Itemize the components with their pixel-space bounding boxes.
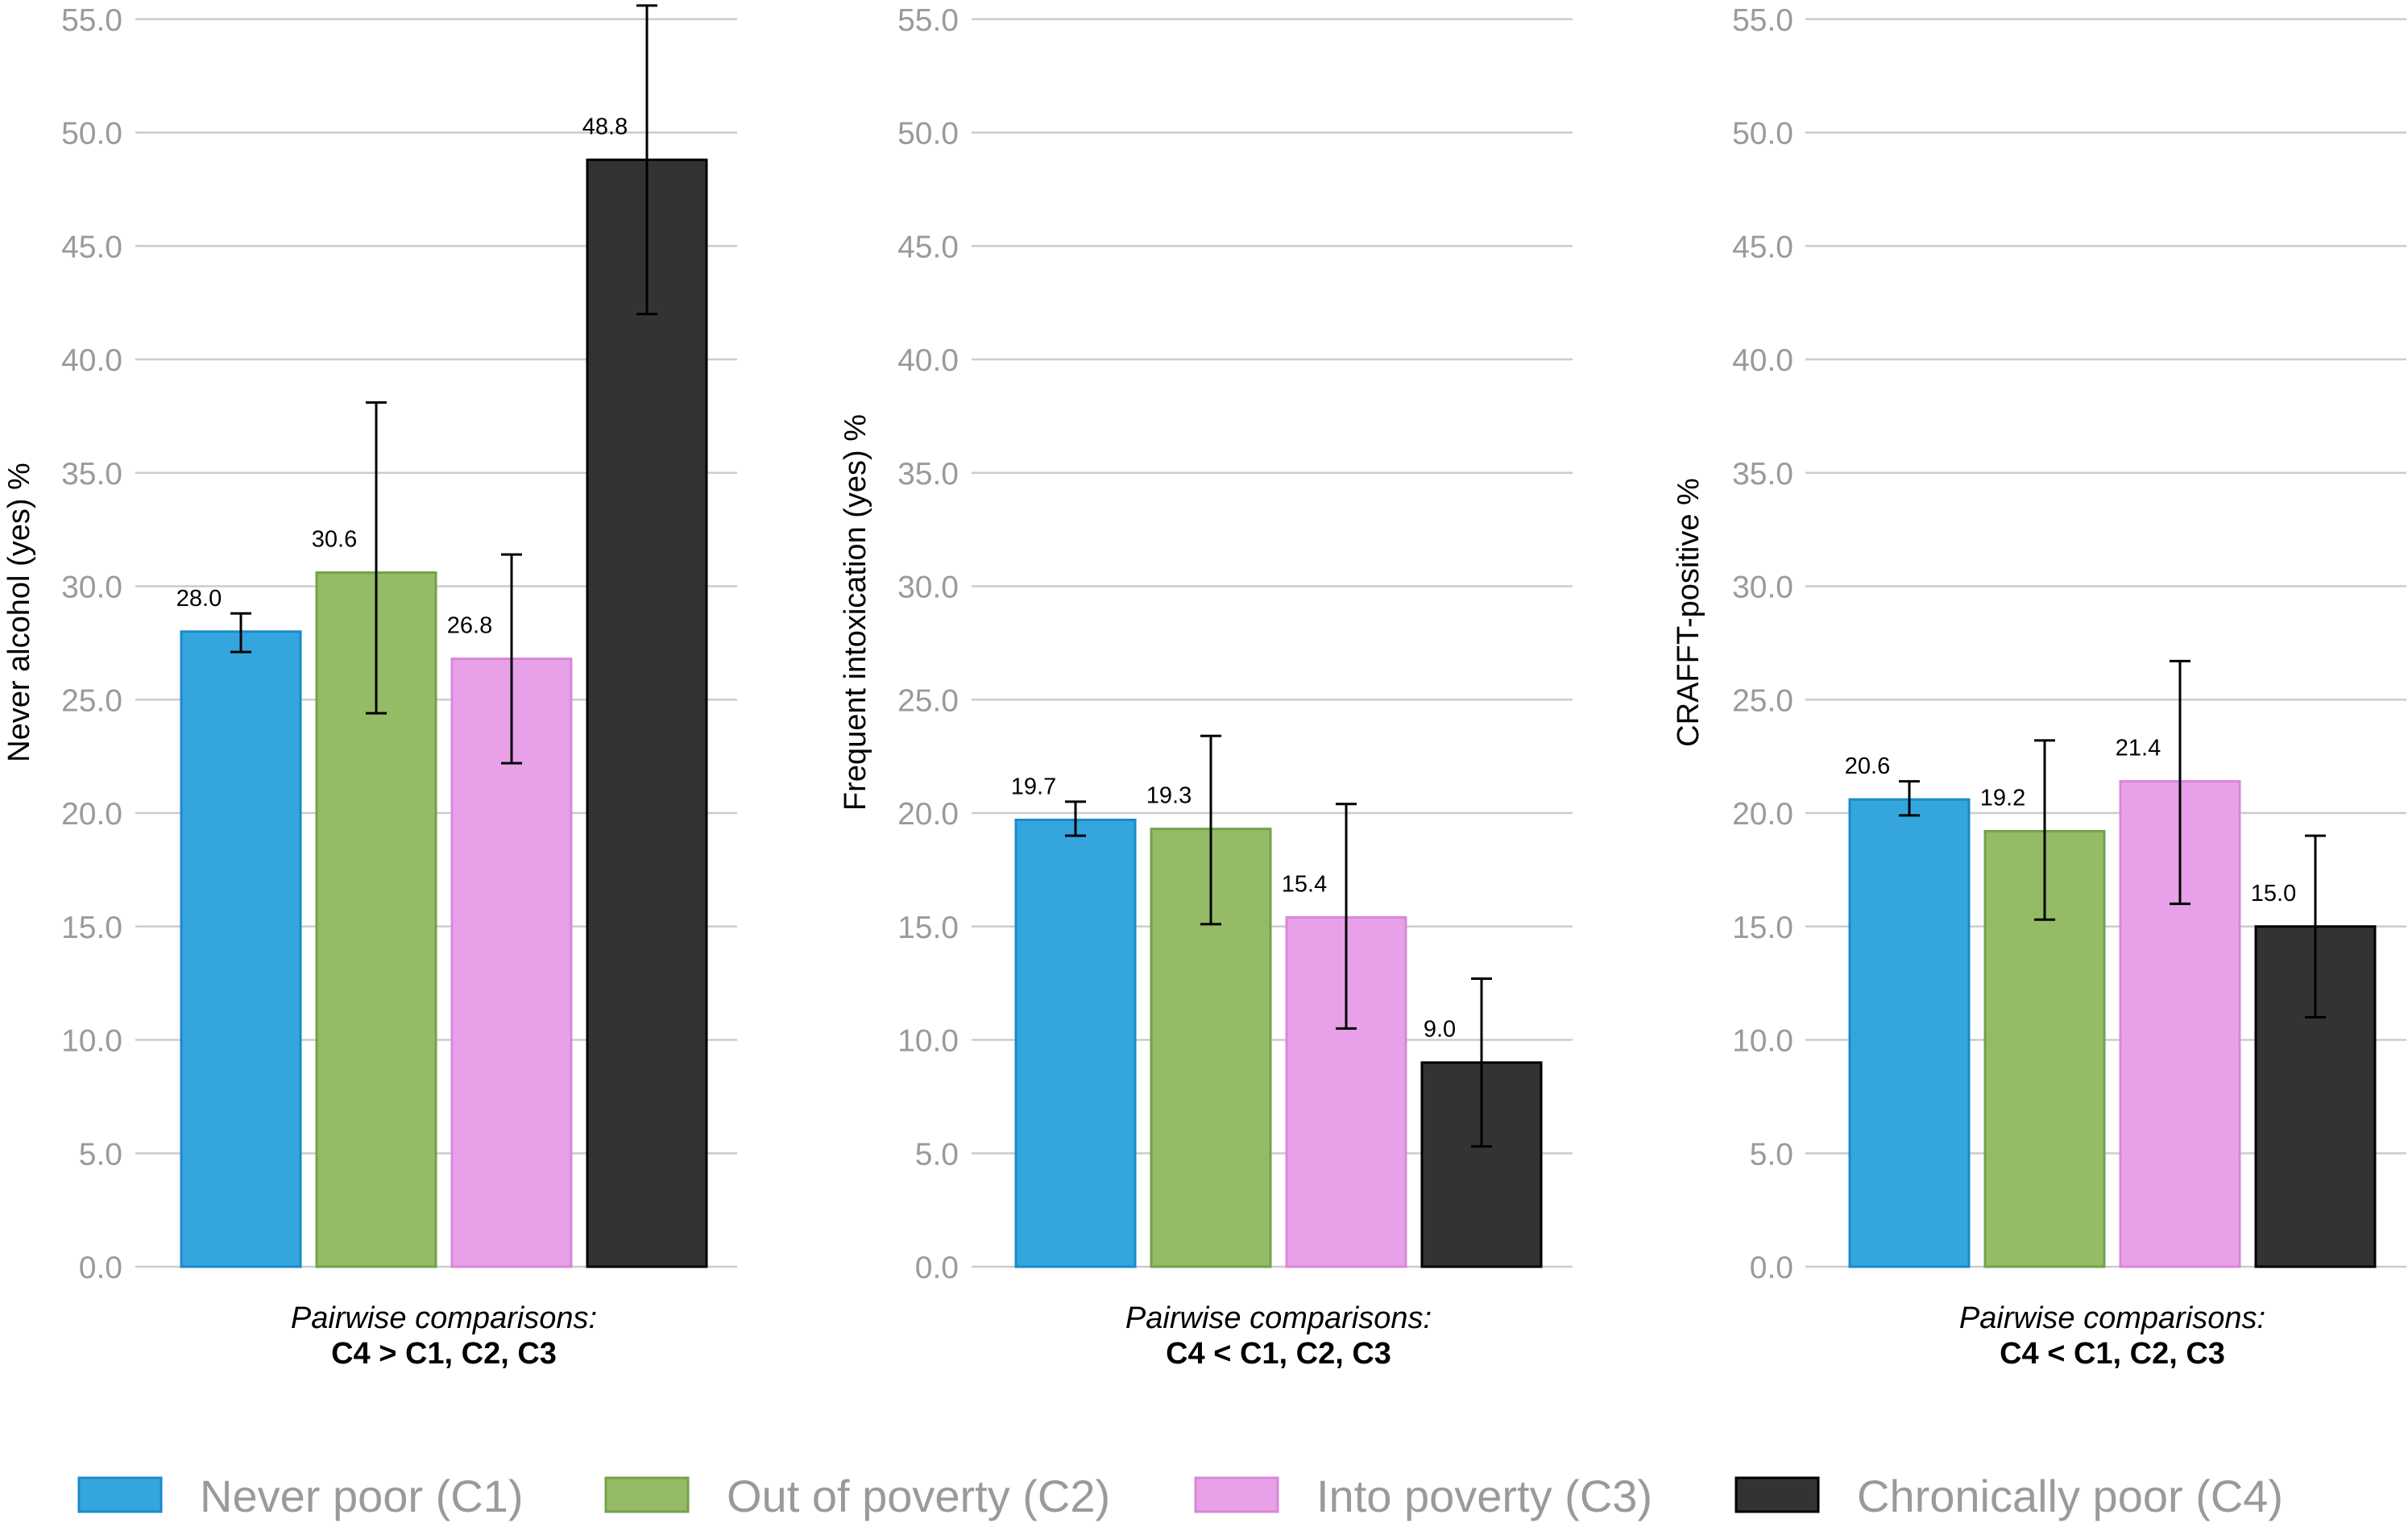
comparison-title: Pairwise comparisons: — [1125, 1301, 1432, 1335]
y-tick-label: 35.0 — [897, 457, 959, 492]
comparison-result: C4 < C1, C2, C3 — [2000, 1337, 2225, 1371]
y-tick-label: 25.0 — [897, 683, 959, 718]
bar-c1 — [180, 630, 302, 1268]
error-bar-c4 — [1471, 977, 1492, 1148]
legend-label-c2: Out of poverty (C2) — [727, 1471, 1110, 1521]
y-tick-label: 10.0 — [897, 1024, 959, 1059]
y-tick-label: 45.0 — [897, 230, 959, 264]
y-tick-label: 50.0 — [1732, 117, 1793, 151]
y-tick-label: 15.0 — [897, 911, 959, 945]
error-bar-c2 — [1200, 734, 1221, 926]
y-tick-label: 10.0 — [61, 1024, 122, 1059]
bar-c1 — [1848, 798, 1971, 1268]
data-label-c4: 15.0 — [2251, 881, 2296, 907]
y-tick-label: 30.0 — [61, 571, 122, 605]
y-tick-label: 40.0 — [897, 343, 959, 378]
y-tick-label: 20.0 — [897, 797, 959, 832]
chart-panel-3: 0.0 5.0 10.0 15.0 20.0 25.0 30.0 35.0 40.0 45.0 50… — [1672, 3, 2406, 1371]
y-tick-label: 50.0 — [61, 117, 122, 151]
y-tick-label: 55.0 — [897, 3, 959, 38]
y-tick-label: 40.0 — [61, 343, 122, 378]
y-tick-label: 50.0 — [897, 117, 959, 151]
y-tick-label: 0.0 — [915, 1251, 959, 1285]
y-tick-label: 35.0 — [1732, 457, 1793, 492]
data-label-c2: 19.3 — [1146, 783, 1192, 809]
error-bar-c1 — [1065, 800, 1086, 837]
legend-label-c3: Into poverty (C3) — [1316, 1471, 1652, 1521]
y-tick-label: 35.0 — [61, 457, 122, 492]
y-tick-label: 5.0 — [1750, 1137, 1793, 1172]
error-bar-c3 — [501, 553, 522, 765]
error-bar-c1 — [1899, 780, 1920, 817]
y-tick-label: 5.0 — [915, 1137, 959, 1172]
legend-swatch-c4 — [1735, 1476, 1820, 1513]
data-label-c4: 9.0 — [1424, 1017, 1456, 1043]
legend-swatch-c1 — [77, 1476, 163, 1513]
data-label-c2: 30.6 — [312, 527, 357, 553]
data-label-c1: 28.0 — [176, 586, 222, 612]
comparison-title: Pairwise comparisons: — [291, 1301, 597, 1335]
y-tick-label: 25.0 — [1732, 683, 1793, 718]
y-tick-label: 20.0 — [1732, 797, 1793, 832]
data-label-c3: 26.8 — [447, 613, 492, 639]
y-axis-title: Frequent intoxication (yes) % — [839, 414, 872, 811]
y-tick-label: 20.0 — [61, 797, 122, 832]
y-tick-label: 45.0 — [1732, 230, 1793, 264]
legend-swatch-c2 — [604, 1476, 690, 1513]
chart-panel-1: 0.0 5.0 10.0 15.0 20.0 25.0 30.0 35.0 40.0 45.0 50… — [2, 3, 737, 1371]
y-tick-label: 0.0 — [1750, 1251, 1793, 1285]
error-bar-c2 — [366, 400, 387, 715]
legend-label-c1: Never poor (C1) — [200, 1471, 523, 1521]
data-label-c4: 48.8 — [582, 114, 628, 139]
y-axis-title: CRAFFT-positive % — [1672, 478, 1705, 747]
error-bar-c1 — [230, 612, 251, 654]
bar-c1 — [1014, 818, 1137, 1268]
data-label-c1: 19.7 — [1011, 774, 1056, 799]
bar-c4 — [586, 158, 708, 1268]
error-bar-c3 — [1336, 803, 1357, 1030]
legend: Never poor (C1) Out of poverty (C2) Into p… — [77, 1471, 2283, 1521]
y-tick-label: 30.0 — [897, 571, 959, 605]
y-tick-label: 40.0 — [1732, 343, 1793, 378]
y-tick-label: 5.0 — [79, 1137, 122, 1172]
legend-label-c4: Chronically poor (C4) — [1857, 1471, 2283, 1521]
y-tick-label: 15.0 — [1732, 911, 1793, 945]
comparison-result: C4 > C1, C2, C3 — [331, 1337, 557, 1371]
y-tick-label: 55.0 — [1732, 3, 1793, 38]
y-tick-label: 45.0 — [61, 230, 122, 264]
y-tick-label: 10.0 — [1732, 1024, 1793, 1059]
legend-swatch-c3 — [1194, 1476, 1279, 1513]
y-tick-label: 30.0 — [1732, 571, 1793, 605]
error-bar-c3 — [2170, 659, 2190, 906]
y-axis-title: Never alcohol (yes) % — [2, 463, 36, 762]
y-tick-label: 15.0 — [61, 911, 122, 945]
data-label-c3: 21.4 — [2116, 736, 2161, 761]
error-bar-c4 — [636, 4, 657, 316]
comparison-title: Pairwise comparisons: — [1959, 1301, 2265, 1335]
y-tick-label: 25.0 — [61, 683, 122, 718]
comparison-result: C4 < C1, C2, C3 — [1166, 1337, 1391, 1371]
data-label-c1: 20.6 — [1845, 753, 1890, 779]
y-tick-label: 0.0 — [79, 1251, 122, 1285]
error-bar-c4 — [2305, 834, 2326, 1019]
data-label-c2: 19.2 — [1980, 786, 2025, 811]
y-tick-label: 55.0 — [61, 3, 122, 38]
data-label-c3: 15.4 — [1282, 871, 1327, 897]
error-bar-c2 — [2034, 739, 2055, 921]
chart-panel-2: 0.0 5.0 10.0 15.0 20.0 25.0 30.0 35.0 40.0 45.0 50… — [839, 3, 1573, 1371]
